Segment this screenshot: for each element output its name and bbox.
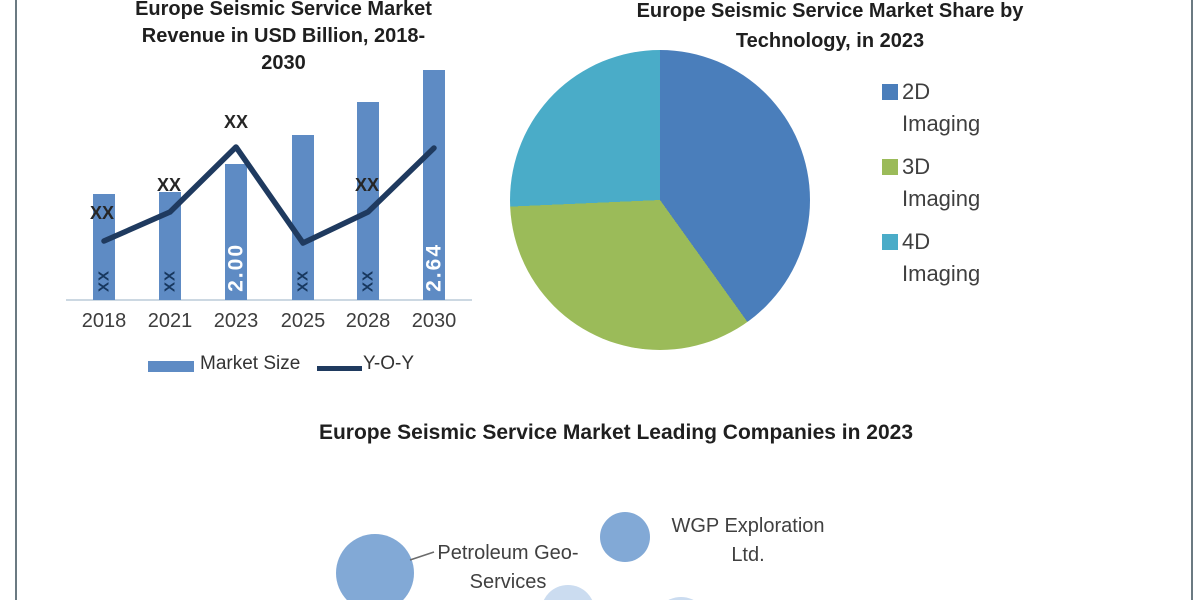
line-point-label-2021: XX xyxy=(156,175,181,195)
legend-label-line: 4D xyxy=(902,229,931,254)
bar-value-label-2018: XX xyxy=(95,269,113,292)
x-axis-label-2018: 2018 xyxy=(81,310,127,332)
legend-swatch-4d-imaging xyxy=(882,234,898,250)
line-point-label-2023: XX xyxy=(223,112,248,132)
x-axis-label-2030: 2030 xyxy=(411,310,457,332)
legend-label-line: Imaging xyxy=(902,261,981,286)
bubble-label-line: WGP Exploration xyxy=(671,515,825,537)
bar-value-label-2030: 2.64 xyxy=(422,243,446,292)
x-axis-label-2028: 2028 xyxy=(345,310,391,332)
x-axis-line xyxy=(66,299,472,301)
pie-chart-title: Europe Seismic Service Market Share by T… xyxy=(575,0,1085,56)
x-axis-label-2025: 2025 xyxy=(280,310,326,332)
legend-label-line: Imaging xyxy=(902,111,981,136)
legend-label-line: 3D xyxy=(902,154,931,179)
bubble-wgp-exploration-ltd xyxy=(600,512,650,562)
page-border-left xyxy=(15,0,17,600)
legend-label-line: 2D xyxy=(902,79,931,104)
bar-value-label-2023: 2.00 xyxy=(224,243,248,292)
technology-share-chart: Europe Seismic Service Market Share by T… xyxy=(480,0,1195,398)
pie-circle xyxy=(510,50,810,350)
bubble-partial-3 xyxy=(653,597,709,600)
market-size-legend-swatch xyxy=(148,361,194,372)
bar-value-label-2021: XX xyxy=(161,269,179,292)
legend-label-3d-imaging: 3D Imaging xyxy=(902,151,1042,215)
x-axis-label-2021: 2021 xyxy=(147,310,193,332)
revenue-title-line3: 2030 xyxy=(261,52,306,74)
yoy-legend-label: Y-O-Y xyxy=(363,353,415,374)
revenue-chart: Europe Seismic Service Market Revenue in… xyxy=(60,0,480,398)
bubble-label-petroleum-geo-services: Petroleum Geo- Services xyxy=(398,539,618,597)
market-size-legend-label: Market Size xyxy=(200,353,301,374)
legend-label-4d-imaging: 4D Imaging xyxy=(902,226,1042,290)
bubble-label-line: Ltd. xyxy=(731,544,765,566)
line-point-label-2028: XX xyxy=(354,175,379,195)
bubble-label-line: Services xyxy=(469,571,547,593)
bubble-label-wgp-exploration-ltd: WGP Exploration Ltd. xyxy=(638,512,858,570)
pie-title-line2: Technology, in 2023 xyxy=(735,30,925,52)
legend-label-line: Imaging xyxy=(902,186,981,211)
legend-swatch-3d-imaging xyxy=(882,159,898,175)
line-point-label-2018: XX xyxy=(89,203,114,223)
leading-companies-chart: Europe Seismic Service Market Leading Co… xyxy=(0,400,1200,600)
pie-title-line1: Europe Seismic Service Market Share by xyxy=(636,0,1024,22)
bar-value-label-2025: XX xyxy=(294,269,312,292)
bubble-petroleum-geo-services xyxy=(336,534,414,600)
bubble-partial-2 xyxy=(541,585,595,600)
legend-swatch-2d-imaging xyxy=(882,84,898,100)
bar-value-label-2028: XX xyxy=(359,269,377,292)
page-border-right xyxy=(1191,0,1193,600)
x-axis-label-2023: 2023 xyxy=(213,310,259,332)
yoy-legend-swatch xyxy=(317,366,362,371)
revenue-title-line1: Europe Seismic Service Market xyxy=(135,0,432,20)
bubble-label-line: Petroleum Geo- xyxy=(437,542,579,564)
revenue-title-line2: Revenue in USD Billion, 2018- xyxy=(141,25,426,47)
companies-chart-title: Europe Seismic Service Market Leading Co… xyxy=(318,421,914,444)
legend-label-2d-imaging: 2D Imaging xyxy=(902,76,1042,140)
revenue-chart-title: Europe Seismic Service Market Revenue in… xyxy=(103,0,464,77)
